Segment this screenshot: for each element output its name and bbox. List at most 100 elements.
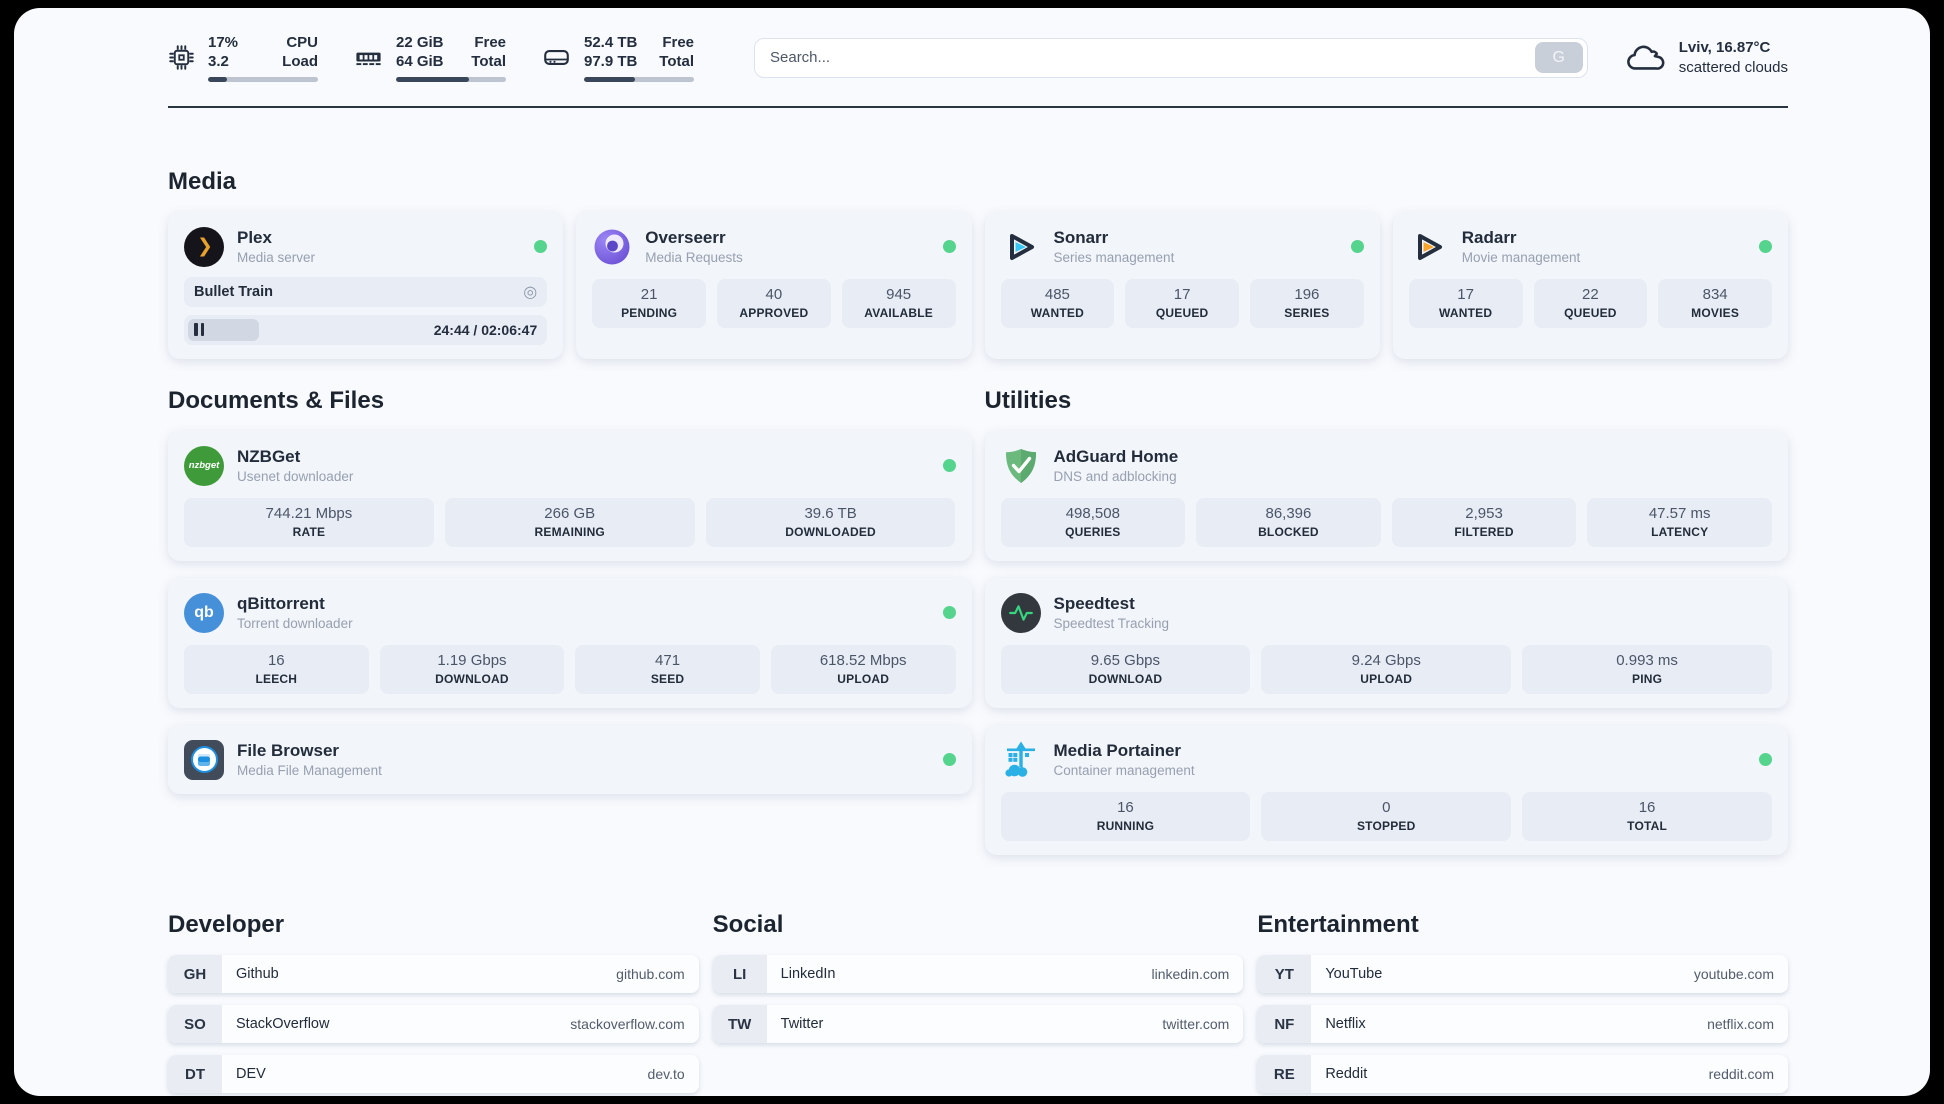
nzbget-icon: nzbget <box>184 445 224 486</box>
disk-total-label: Total <box>659 52 694 70</box>
ram-progress-bar <box>396 76 506 82</box>
app-subtitle: DNS and adblocking <box>1053 468 1177 484</box>
overseerr-card[interactable]: Overseerr Media Requests 21 PENDING 40 A… <box>576 211 972 359</box>
app-name: Overseerr <box>645 227 726 247</box>
search-input[interactable] <box>770 49 1535 67</box>
search-engine-button[interactable]: G <box>1534 42 1583 74</box>
bookmark-url: reddit.com <box>1708 1066 1774 1082</box>
app-subtitle: Torrent downloader <box>237 616 353 631</box>
bookmark-url: twitter.com <box>1162 1016 1230 1032</box>
status-online-dot <box>942 606 956 620</box>
app-name: Plex <box>237 227 272 247</box>
app-name: Speedtest <box>1053 593 1135 613</box>
bookmark-stackoverflow[interactable]: SO StackOverflow stackoverflow.com <box>168 1005 699 1043</box>
stat-wanted: 17 WANTED <box>1408 278 1523 328</box>
stat-upload: 9.24 Gbps UPLOAD <box>1261 644 1512 694</box>
weather-condition: scattered clouds <box>1678 58 1788 76</box>
dashboard-canvas: 17% CPU 3.2 Load <box>14 8 1930 1096</box>
bookmark-url: stackoverflow.com <box>570 1016 685 1032</box>
stat-leech: 16 LEECH <box>184 644 369 694</box>
bookmark-twitter[interactable]: TW Twitter twitter.com <box>712 1005 1244 1043</box>
bookmark-netflix[interactable]: NF Netflix netflix.com <box>1257 1005 1788 1043</box>
bookmark-linkedin[interactable]: LI LinkedIn linkedin.com <box>712 955 1244 993</box>
stat-filtered: 2,953 FILTERED <box>1391 497 1577 547</box>
playback-progress-row: 24:44 / 02:06:47 <box>184 314 548 345</box>
bookmark-name: YouTube <box>1325 966 1383 982</box>
cpu-usage-value: 17% <box>208 34 239 51</box>
sonarr-icon <box>1009 233 1034 260</box>
bookmark-dev[interactable]: DT DEV dev.to <box>168 1055 699 1093</box>
bookmark-name: Reddit <box>1325 1066 1368 1082</box>
bookmark-reddit[interactable]: RE Reddit reddit.com <box>1257 1055 1788 1093</box>
speedtest-card[interactable]: Speedtest Speedtest Tracking 9.65 Gbps D… <box>984 577 1788 708</box>
nzbget-card[interactable]: nzbget NZBGet Usenet downloader 744.21 M… <box>168 430 972 561</box>
app-name: Sonarr <box>1053 227 1109 247</box>
app-name: AdGuard Home <box>1053 446 1179 466</box>
adguard-icon <box>1005 448 1036 483</box>
bookmark-name: Github <box>236 966 279 982</box>
cpu-metric: 17% CPU 3.2 Load <box>168 34 318 82</box>
app-subtitle: Media Requests <box>645 249 743 265</box>
ram-metric: 22 GiB Free 64 GiB Total <box>354 34 506 82</box>
stat-stopped: 0 STOPPED <box>1261 792 1512 841</box>
disk-progress-bar <box>584 76 694 82</box>
stat-queued: 17 QUEUED <box>1125 278 1239 328</box>
header-divider <box>168 105 1788 108</box>
utilities-section-title: Utilities <box>984 386 1072 414</box>
weather-cloud-icon <box>1626 45 1665 70</box>
search-box: G <box>754 37 1588 78</box>
status-online-dot <box>1350 240 1364 254</box>
bookmark-abbr: YT <box>1257 955 1312 993</box>
disk-metric: 52.4 TB Free 97.9 TB Total <box>542 34 694 82</box>
disk-icon <box>544 50 569 66</box>
app-subtitle: Movie management <box>1461 249 1581 265</box>
qbittorrent-icon: qb <box>184 592 224 633</box>
bookmark-abbr: RE <box>1257 1055 1312 1093</box>
filebrowser-card[interactable]: File Browser Media File Management <box>168 724 972 794</box>
now-playing-row: Bullet Train ◎ <box>184 276 548 307</box>
stat-ping: 0.993 ms PING <box>1522 644 1772 694</box>
plex-card[interactable]: ❯ Plex Media server Bullet Train ◎ 24:44… <box>168 211 564 359</box>
social-section-title: Social <box>712 911 784 938</box>
bookmark-url: youtube.com <box>1693 966 1774 982</box>
radarr-card[interactable]: Radarr Movie management 17 WANTED 22 QUE… <box>1392 211 1788 359</box>
bookmark-url: linkedin.com <box>1151 966 1230 982</box>
status-online-dot <box>1759 240 1772 254</box>
bookmark-name: DEV <box>236 1066 266 1082</box>
status-online-dot <box>942 459 956 473</box>
cpu-label: CPU <box>286 34 318 51</box>
status-online-dot <box>942 240 956 254</box>
overseerr-icon <box>594 229 630 265</box>
sonarr-card[interactable]: Sonarr Series management 485 WANTED 17 Q… <box>984 211 1380 359</box>
status-online-dot <box>1759 753 1772 767</box>
portainer-card[interactable]: Media Portainer Container management 16 … <box>984 724 1788 855</box>
bookmark-url: netflix.com <box>1707 1016 1774 1032</box>
stat-wanted: 485 WANTED <box>1000 278 1115 328</box>
bookmark-abbr: GH <box>168 955 222 993</box>
bookmark-abbr: NF <box>1257 1005 1312 1043</box>
app-name: qBittorrent <box>237 593 325 613</box>
ram-total-label: Total <box>471 52 506 70</box>
status-online-dot <box>942 753 956 767</box>
now-playing-title: Bullet Train <box>194 283 273 300</box>
cpu-load-value: 3.2 <box>208 52 229 70</box>
bookmark-name: Twitter <box>780 1016 824 1032</box>
app-name: NZBGet <box>237 446 301 466</box>
bookmark-abbr: SO <box>168 1005 222 1043</box>
stat-downloaded: 39.6 TB DOWNLOADED <box>705 497 956 547</box>
app-subtitle: Media File Management <box>237 763 382 779</box>
stat-queries: 498,508 QUERIES <box>1000 497 1186 547</box>
stat-movies: 834 MOVIES <box>1658 278 1772 328</box>
pause-icon[interactable] <box>194 323 204 337</box>
adguard-card[interactable]: AdGuard Home DNS and adblocking 498,508 … <box>984 430 1788 561</box>
stat-rate: 744.21 Mbps RATE <box>184 497 434 547</box>
app-subtitle: Speedtest Tracking <box>1053 616 1170 631</box>
bookmark-youtube[interactable]: YT YouTube youtube.com <box>1257 955 1788 993</box>
filebrowser-icon <box>184 739 224 780</box>
bookmark-github[interactable]: GH Github github.com <box>168 955 699 993</box>
qbittorrent-card[interactable]: qb qBittorrent Torrent downloader 16 LEE… <box>168 577 972 708</box>
playback-progress-fill <box>188 318 259 341</box>
radarr-icon <box>1417 233 1442 260</box>
stat-running: 16 RUNNING <box>1000 792 1251 841</box>
developer-section-title: Developer <box>168 911 285 938</box>
